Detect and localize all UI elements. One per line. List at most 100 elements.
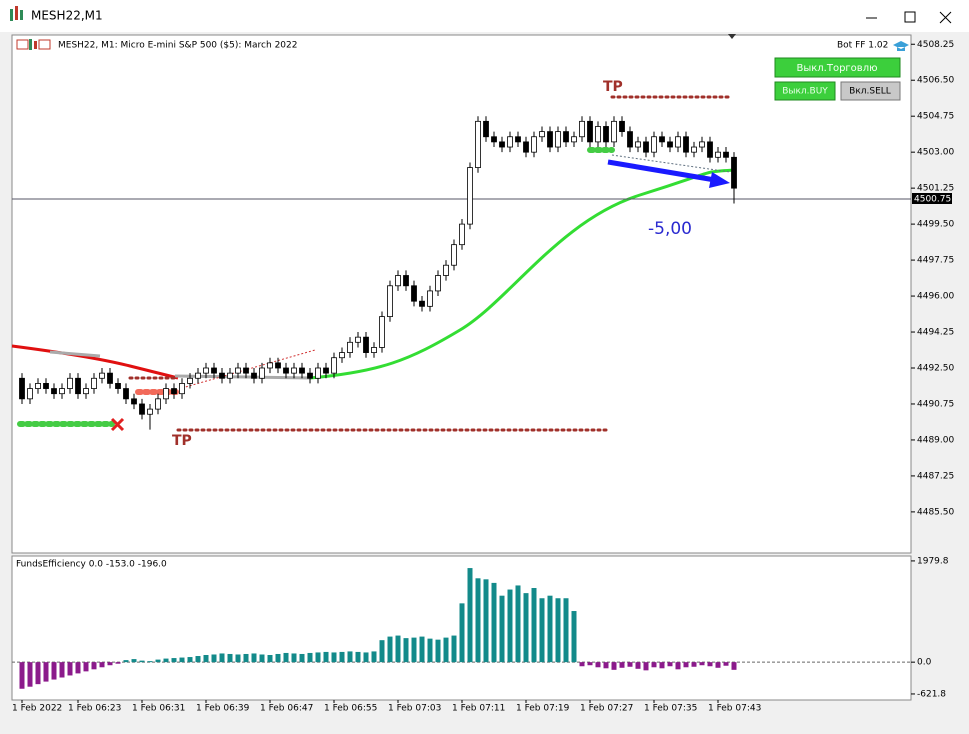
histogram-bar xyxy=(51,662,57,680)
histogram-bar xyxy=(275,653,281,663)
histogram-bar xyxy=(371,651,377,663)
histogram-bar xyxy=(411,637,417,663)
histogram-bar xyxy=(555,598,561,663)
candle-body xyxy=(675,136,681,148)
histogram-bar xyxy=(419,636,425,663)
candle-body xyxy=(219,372,225,379)
histogram-bar xyxy=(387,636,393,663)
histogram-bar xyxy=(235,654,241,663)
maximize-button[interactable] xyxy=(904,11,916,23)
candle-body xyxy=(187,377,193,384)
tp-label: TP xyxy=(603,79,623,95)
candle-body xyxy=(139,403,145,415)
histogram-bar xyxy=(491,582,497,663)
profit-annotation: -5,00 xyxy=(648,219,692,239)
candle-body xyxy=(51,388,57,395)
y-tick-label: 4504.75 xyxy=(917,112,954,122)
histogram-bar xyxy=(83,662,89,672)
histogram-bar xyxy=(435,639,441,663)
histogram-bar xyxy=(651,662,657,668)
y-tick-label: 4506.50 xyxy=(917,76,954,86)
sell-toggle-label: Вкл.SELL xyxy=(849,87,891,97)
close-button[interactable] xyxy=(939,11,952,24)
candle-body xyxy=(379,316,385,348)
histogram-bar xyxy=(603,662,609,669)
symbol-caption: MESH22, M1: Micro E-mini S&P 500 ($5): M… xyxy=(58,41,297,51)
candle-body xyxy=(355,336,361,343)
sell-toggle-button[interactable] xyxy=(840,81,901,101)
histogram-bar xyxy=(547,595,553,663)
trade-toggle-button[interactable] xyxy=(774,57,901,78)
candle-body xyxy=(347,341,353,353)
histogram-bar xyxy=(515,585,521,663)
candle-body xyxy=(315,367,321,379)
x-tick-label: 1 Feb 06:31 xyxy=(132,704,185,714)
histogram-bar xyxy=(43,662,49,682)
candle-body xyxy=(323,367,329,374)
histogram-bar xyxy=(691,662,697,667)
histogram-bar xyxy=(707,662,713,667)
candle-body xyxy=(635,141,641,148)
histogram-bar xyxy=(635,662,641,669)
candle-body xyxy=(619,120,625,133)
candle-body xyxy=(467,167,473,225)
histogram-bar xyxy=(443,637,449,663)
x-tick-label: 1 Feb 07:35 xyxy=(644,704,697,714)
candle-body xyxy=(643,141,649,153)
histogram-bar xyxy=(379,640,385,663)
candle-body xyxy=(291,367,297,374)
y-tick-label: 4501.25 xyxy=(917,184,954,194)
histogram-bar xyxy=(195,656,201,663)
candle-body xyxy=(131,398,137,405)
buy-toggle-label: Выкл.BUY xyxy=(782,87,828,97)
candle-body xyxy=(243,367,249,374)
x-tick-label: 1 Feb 07:11 xyxy=(452,704,505,714)
candle-body xyxy=(43,383,49,389)
histogram-bar xyxy=(243,653,249,663)
candle-body xyxy=(283,367,289,374)
histogram-bar xyxy=(467,568,473,663)
indicator-title: FundsEfficiency 0.0 -153.0 -196.0 xyxy=(16,560,167,570)
histogram-bar xyxy=(579,662,585,667)
histogram-bar xyxy=(107,662,113,666)
histogram-bar xyxy=(323,651,329,663)
candle-body xyxy=(19,377,25,400)
y-tick-label: 4503.00 xyxy=(917,148,954,158)
y-tick-label: 4487.25 xyxy=(917,471,954,481)
y-tick-label: 4494.25 xyxy=(917,328,954,338)
candle-body xyxy=(163,388,169,400)
candle-body xyxy=(419,300,425,307)
candle-body xyxy=(611,120,617,143)
histogram-bar xyxy=(395,635,401,663)
histogram-bar xyxy=(611,662,617,670)
histogram-bar xyxy=(523,593,529,663)
candle-body xyxy=(411,285,417,302)
candle-body xyxy=(107,372,113,384)
histogram-bar xyxy=(715,662,721,668)
candle-body xyxy=(339,352,345,359)
histogram-bar xyxy=(355,651,361,663)
shift-marker xyxy=(728,34,736,39)
y-tick-label: 1979.8 xyxy=(917,556,949,566)
histogram-bar xyxy=(347,651,353,663)
histogram-bar xyxy=(75,662,81,674)
histogram-bar xyxy=(539,598,545,663)
candle-body xyxy=(331,357,337,374)
candle-body xyxy=(515,136,521,143)
main-panel xyxy=(11,34,912,554)
candle-body xyxy=(115,383,121,389)
buy-toggle-button[interactable] xyxy=(774,81,836,101)
candle-body xyxy=(459,223,465,246)
x-tick-label: 1 Feb 07:27 xyxy=(580,704,633,714)
candle-body xyxy=(451,244,457,266)
expert-icon xyxy=(893,41,909,51)
histogram-bar xyxy=(35,662,41,685)
histogram-bar xyxy=(123,660,129,663)
histogram-bar xyxy=(531,588,537,663)
histogram-bar xyxy=(331,652,337,663)
current-price-label: 4500.75 xyxy=(914,195,951,205)
histogram-bar xyxy=(291,653,297,663)
candle-body xyxy=(203,367,209,374)
candle-body xyxy=(27,388,33,400)
candle-body xyxy=(211,367,217,374)
